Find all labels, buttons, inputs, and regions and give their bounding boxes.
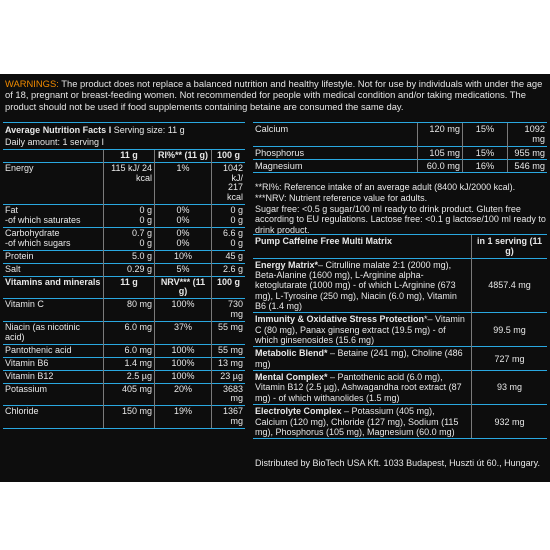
footnote-ri: **RI%: Reference intake of an average ad… [255,182,516,192]
facts-header-11g: 11 g [103,148,155,163]
mineral-row-potassium: Potassium 405 mg 20% 3683 mg [3,382,245,406]
facts-serving: Serving size: 11 g [111,125,185,135]
matrix-serving: in 1 serving (11 g) [471,234,547,259]
vitamin-row-niacin: Niacin (as nicotinic acid) 6.0 mg 37% 55 mg [3,321,245,345]
matrix-row-metabolic: Metabolic Blend* – Betaine (241 mg), Cho… [253,346,547,371]
nutrition-label-panel: WARNINGS: The product does not replace a… [0,74,550,482]
footnote-nrv: ***NRV: Nutrient reference value for adu… [255,192,428,203]
footnotes: **RI%: Reference intake of an average ad… [255,182,547,236]
vitamin-row-c: Vitamin C 80 mg 100% 730 mg [3,298,245,322]
facts-daily: Daily amount: 1 serving I [5,136,105,147]
distributor-text: Distributed by BioTech USA Kft. 1033 Bud… [255,458,540,468]
matrix-table: Pump Caffeine Free Multi Matrix in 1 ser… [253,234,547,440]
footnote-free-from: Sugar free: <0.5 g sugar/100 ml ready to… [255,203,546,236]
facts-row-salt: Salt 0.29 g 5% 2.6 g [3,262,245,277]
matrix-row-mental: Mental Complex* – Pantothenic acid (6.0 … [253,370,547,405]
vitamin-row-b12: Vitamin B12 2.5 µg 100% 23 µg [3,369,245,384]
warning-label: WARNINGS: [5,78,59,89]
matrix-row-energy: Energy Matrix*– Citrulline malate 2:1 (2… [253,257,547,313]
matrix-header-row: Pump Caffeine Free Multi Matrix in 1 ser… [253,234,547,259]
matrix-title: Pump Caffeine Free Multi Matrix [253,234,472,259]
vitamin-row-pantothenic: Pantothenic acid 6.0 mg 100% 55 mg [3,343,245,358]
facts-header-100g: 100 g [211,148,245,163]
matrix-row-immunity: Immunity & Oxidative Stress Protection*–… [253,312,547,347]
matrix-row-electrolyte: Electrolyte Complex – Potassium (405 mg)… [253,404,547,440]
warning-body: The product does not replace a balanced … [5,78,543,112]
nutrition-facts-table: Average Nutrition Facts I Serving size: … [3,121,245,430]
facts-header-ri: RI%** (11 g) [154,148,212,163]
facts-row-energy: Energy 115 kJ/ 24 kcal 1% 1042 kJ/ 217 k… [3,161,245,205]
mineral-row-calcium: Calcium 120 mg 15% 1092 mg [253,122,547,147]
vitamins-title: Vitamins and minerals [3,275,104,299]
mineral-row-phosphorus: Phosphorus 105 mg 15% 955 mg [253,145,547,160]
warning-text: WARNINGS: The product does not replace a… [5,78,545,112]
facts-row-protein: Protein 5.0 g 10% 45 g [3,249,245,264]
mineral-row-magnesium: Magnesium 60.0 mg 16% 546 mg [253,158,547,174]
mineral-row-chloride: Chloride 150 mg 19% 1367 mg [3,405,245,430]
minerals-continued-table: Calcium 120 mg 15% 1092 mg Phosphorus 105 mg… [253,122,547,174]
vitamins-header-row: Vitamins and minerals 11 g NRV*** (11 g)… [3,275,245,299]
facts-title: Average Nutrition Facts I [5,125,112,135]
vitamin-row-b6: Vitamin B6 1.4 mg 100% 13 mg [3,356,245,371]
